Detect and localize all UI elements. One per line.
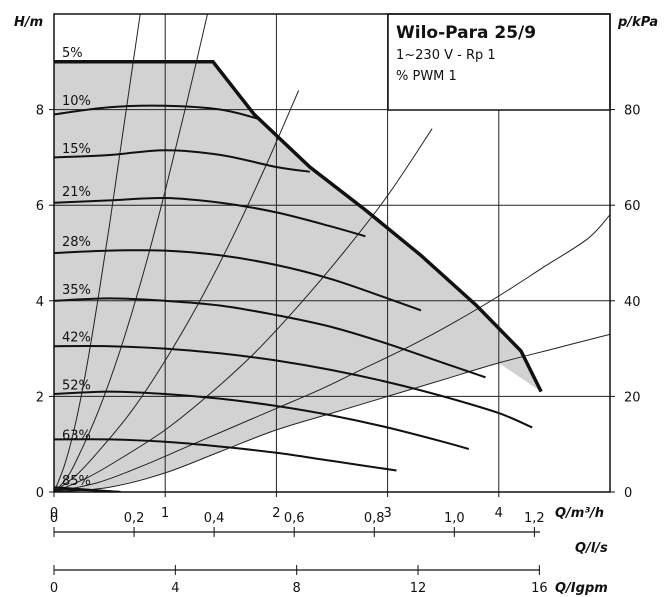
speed-curve-label: 85%: [62, 474, 91, 489]
secondary-tick-label: 12: [410, 581, 427, 596]
speed-curve: [54, 345, 533, 429]
speed-curve: [54, 149, 310, 173]
speed-curve-label: 52%: [62, 378, 91, 393]
secondary-tick-label: 16: [531, 581, 548, 596]
right-y-tick-label: 40: [624, 295, 641, 310]
max-envelope: [54, 60, 543, 393]
x-tick-label: 3: [383, 506, 391, 521]
speed-curve-label: 42%: [62, 331, 91, 346]
speed-curve-label: 5%: [62, 46, 83, 61]
envelope-curve: [54, 60, 543, 393]
secondary-tick-label: 0,4: [204, 511, 225, 526]
secondary-tick-label: 0,2: [124, 511, 145, 526]
chart-subtitle-2: % PWM 1: [396, 69, 457, 84]
secondary-tick-label: 0: [50, 581, 58, 596]
x-tick-label: 4: [495, 506, 503, 521]
system-curve: [54, 14, 208, 492]
y-tick-label: 8: [36, 104, 44, 119]
x-tick-label: 0: [50, 506, 58, 521]
speed-curve: [54, 249, 422, 312]
y-axis-label-left: H/m: [14, 15, 43, 30]
secondary-tick-label: 8: [293, 581, 301, 596]
secondary-tick-label: 1,0: [444, 511, 465, 526]
x-tick-label: 2: [272, 506, 280, 521]
secondary-axis-label-1: Q/l/s: [575, 541, 608, 556]
right-y-tick-label: 80: [624, 104, 641, 119]
y-tick-label: 2: [36, 390, 44, 405]
operating-area-fill: [54, 61, 542, 492]
speed-curve-label: 35%: [62, 283, 91, 298]
speed-curve: [54, 390, 470, 450]
secondary-tick-label: 0: [50, 511, 58, 526]
system-curve: [54, 90, 300, 492]
y-axis-label-right: p/kPa: [617, 15, 658, 30]
axes: H/m p/kPa Q/m³/h Q/l/s Q/Igpm 0 1 2 3 402468…: [14, 15, 658, 596]
system-curve: [54, 214, 610, 492]
right-y-tick-label: 60: [624, 199, 641, 214]
speed-curve-label: 63%: [62, 429, 91, 444]
secondary-tick-label: 4: [171, 581, 179, 596]
right-y-tick-label: 20: [624, 390, 641, 405]
speed-curve-label: 15%: [62, 142, 91, 157]
speed-curve-label: 21%: [62, 185, 91, 200]
system-curve: [54, 128, 433, 492]
chart-title: Wilo-Para 25/9: [396, 23, 536, 43]
system-curve: [54, 333, 610, 492]
y-tick-label: 6: [36, 199, 44, 214]
secondary-tick-label: 0,8: [364, 511, 385, 526]
speed-curve: [54, 196, 366, 238]
right-y-tick-label: 0: [624, 486, 632, 501]
plot-border: [53, 13, 611, 493]
x-axis-label: Q/m³/h: [555, 506, 604, 521]
title-box: Wilo-Para 25/9 1~230 V - Rp 1 % PWM 1: [387, 13, 611, 111]
speed-curve-label: 28%: [62, 235, 91, 250]
secondary-axis-label-2: Q/Igpm: [555, 581, 608, 596]
speed-curve-label: 10%: [62, 94, 91, 109]
operating-area: [54, 61, 542, 492]
system-curves: [54, 14, 610, 492]
speed-curve: [54, 104, 260, 121]
x-tick-label: 1: [161, 506, 169, 521]
speed-curve: [54, 297, 486, 379]
system-curve: [54, 14, 141, 492]
secondary-tick-label: 0,6: [284, 511, 305, 526]
secondary-tick-label: 1,2: [524, 511, 545, 526]
y-tick-label: 0: [36, 486, 44, 501]
speed-curve: [54, 438, 397, 472]
y-tick-label: 4: [36, 295, 44, 310]
chart-subtitle-1: 1~230 V - Rp 1: [396, 48, 496, 63]
title-box-frame: [387, 13, 611, 111]
plot-frame: [53, 13, 611, 493]
